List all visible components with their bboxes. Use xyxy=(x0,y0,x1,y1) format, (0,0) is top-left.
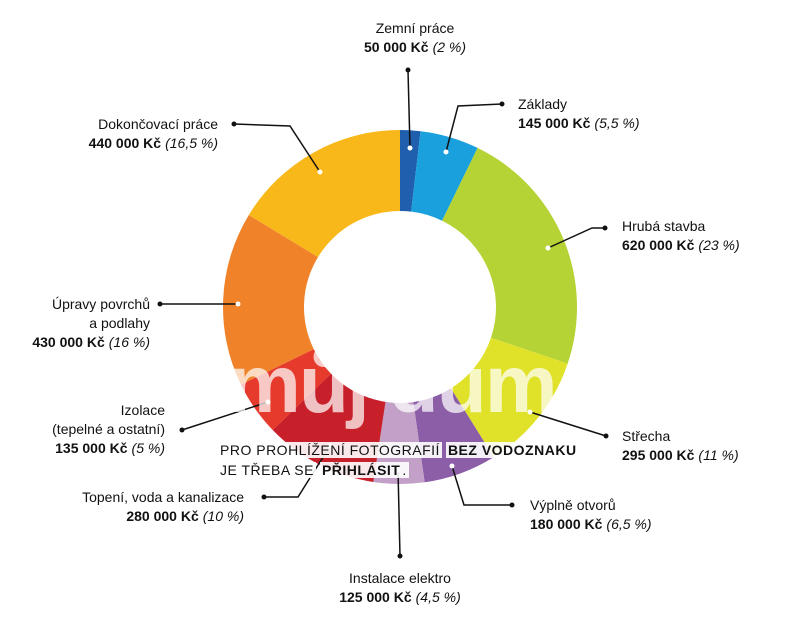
percent-label: (5,5 %) xyxy=(594,115,640,131)
percent-label: (4,5 %) xyxy=(415,589,461,605)
watermark-text: PRO PROHLÍŽENÍ FOTOGRAFIÍ xyxy=(218,442,442,458)
donut-slice xyxy=(442,147,577,364)
leader-end xyxy=(235,301,241,307)
amount-line: 125 000 Kč (4,5 %) xyxy=(250,588,550,607)
watermark-text: . xyxy=(402,462,409,478)
category-name: Výplně otvorů xyxy=(530,497,616,513)
watermark-text: JE TŘEBA SE xyxy=(218,462,316,478)
leader-line xyxy=(451,465,512,506)
leader-dot xyxy=(179,427,185,433)
donut-slice xyxy=(223,214,319,385)
value-label: 295 000 Kč xyxy=(622,447,695,463)
category-name: Topení, voda a kanalizace xyxy=(82,489,244,505)
percent-label: (10 %) xyxy=(202,508,244,524)
leader-line xyxy=(445,103,503,153)
slice-label: Izolace (tepelné a ostatní) 135 000 Kč (5 … xyxy=(52,401,165,458)
slice-label: Základy 145 000 Kč (5,5 %) xyxy=(518,95,640,133)
leader-end xyxy=(443,149,449,155)
donut-slice xyxy=(240,349,331,430)
percent-label: (6,5 %) xyxy=(606,516,652,532)
leader-dot xyxy=(261,494,267,500)
amount-line: 135 000 Kč (5 %) xyxy=(52,439,165,458)
leader-dot xyxy=(397,553,403,559)
leader-dot xyxy=(405,67,411,73)
leader-end xyxy=(265,399,271,405)
value-label: 50 000 Kč xyxy=(363,39,429,55)
leader-line xyxy=(407,69,411,149)
leader-line xyxy=(264,445,331,498)
category-name: Základy xyxy=(518,96,568,112)
value-label: 180 000 Kč xyxy=(530,516,603,532)
leader-dot xyxy=(603,433,609,439)
watermark-link[interactable]: PŘIHLÁSIT xyxy=(319,462,403,478)
slice-label: Úpravy povrchů a podlahy 430 000 Kč (16 %) xyxy=(32,295,150,352)
donut-slice xyxy=(413,388,494,483)
leader-end xyxy=(317,169,323,175)
category-name: Úpravy povrchů a podlahy xyxy=(51,296,150,331)
value-label: 620 000 Kč xyxy=(622,237,695,253)
leader-line xyxy=(233,123,321,173)
percent-label: (16 %) xyxy=(108,334,150,350)
amount-line: 180 000 Kč (6,5 %) xyxy=(530,515,652,534)
leader-dot xyxy=(499,101,505,107)
amount-line: 295 000 Kč (11 %) xyxy=(622,446,739,465)
donut-slice xyxy=(450,337,568,458)
percent-label: (23 %) xyxy=(698,237,740,253)
amount-line: 50 000 Kč (2 %) xyxy=(265,38,565,57)
donut-slice xyxy=(411,131,478,221)
category-name: Izolace (tepelné a ostatní) xyxy=(52,402,165,437)
slice-label: Dokončovací práce 440 000 Kč (16,5 %) xyxy=(89,115,218,153)
percent-label: (16,5 %) xyxy=(165,135,218,151)
slice-label: Hrubá stavba 620 000 Kč (23 %) xyxy=(622,217,740,255)
value-label: 135 000 Kč xyxy=(55,440,128,456)
watermark-logo: můj dům xyxy=(228,339,558,430)
slice-label: Výplně otvorů 180 000 Kč (6,5 %) xyxy=(530,496,652,534)
watermark-line: JE TŘEBA SE PŘIHLÁSIT. xyxy=(218,462,409,478)
percent-label: (5 %) xyxy=(131,440,165,456)
category-name: Hrubá stavba xyxy=(622,218,706,234)
percent-label: (11 %) xyxy=(698,447,739,463)
watermark-text: BEZ VODOZNAKU xyxy=(445,442,579,458)
amount-line: 620 000 Kč (23 %) xyxy=(622,236,740,255)
amount-line: 430 000 Kč (16 %) xyxy=(32,333,150,352)
leader-dot xyxy=(231,121,237,127)
leader-end xyxy=(527,409,533,415)
value-label: 145 000 Kč xyxy=(518,115,591,131)
donut-slice xyxy=(400,130,421,212)
value-label: 430 000 Kč xyxy=(32,334,105,350)
slice-label: Instalace elektro 125 000 Kč (4,5 %) xyxy=(250,569,550,607)
slice-label: Střecha 295 000 Kč (11 %) xyxy=(622,427,739,465)
value-label: 440 000 Kč xyxy=(88,135,162,151)
category-name: Instalace elektro xyxy=(349,570,451,586)
leader-line xyxy=(547,227,605,249)
slice-label: Zemní práce 50 000 Kč (2 %) xyxy=(265,19,565,57)
value-label: 125 000 Kč xyxy=(339,589,412,605)
amount-line: 440 000 Kč (16,5 %) xyxy=(89,134,218,153)
category-name: Střecha xyxy=(622,428,671,444)
amount-line: 145 000 Kč (5,5 %) xyxy=(518,114,640,133)
leader-end xyxy=(407,145,413,151)
leader-dot xyxy=(602,225,608,231)
category-name: Zemní práce xyxy=(375,20,455,36)
donut-slice xyxy=(248,130,400,258)
value-label: 280 000 Kč xyxy=(126,508,199,524)
watermark-line: PRO PROHLÍŽENÍ FOTOGRAFIÍ BEZ VODOZNAKU xyxy=(218,442,579,458)
category-name: Dokončovací práce xyxy=(98,116,218,132)
leader-end xyxy=(449,463,455,469)
leader-line xyxy=(397,469,401,557)
leader-line xyxy=(529,411,607,437)
leader-dot xyxy=(509,502,515,508)
slice-label: Topení, voda a kanalizace 280 000 Kč (10 %… xyxy=(82,488,244,526)
percent-label: (2 %) xyxy=(432,39,467,55)
leader-dot xyxy=(157,301,163,307)
leader-line xyxy=(181,401,269,431)
amount-line: 280 000 Kč (10 %) xyxy=(82,507,244,526)
leader-end xyxy=(545,245,551,251)
